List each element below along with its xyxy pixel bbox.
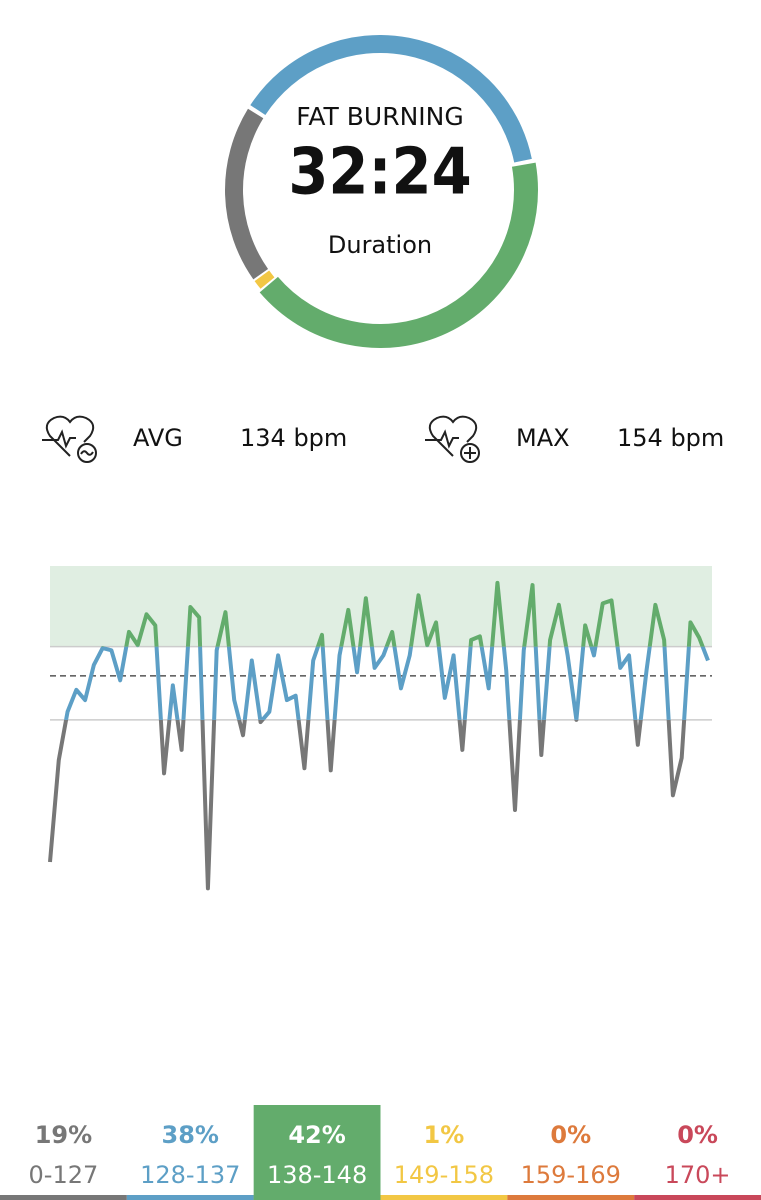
stat-value: 154 bpm (617, 424, 724, 452)
zone-strip (126, 1195, 254, 1200)
hr-line (101, 580, 705, 647)
zone-strip (634, 1195, 761, 1200)
zone-strip (253, 1195, 381, 1200)
zone-strip (0, 1195, 127, 1200)
zone-range: 138-148 (267, 1161, 367, 1189)
ring-title: FAT BURNING (296, 102, 463, 131)
zone-percent: 19% (35, 1121, 92, 1149)
zone-bar: 19% 0-127 38% 128-137 42% 138-148 1% 149-158 0% 1… (0, 1105, 761, 1200)
zone-range: 149-158 (394, 1161, 494, 1189)
zone-range: 128-137 (140, 1161, 240, 1189)
zone-strip (507, 1195, 635, 1200)
zone-range: 170+ (665, 1161, 731, 1189)
zone-highlight (253, 1105, 381, 1200)
stat-value: 134 bpm (240, 424, 347, 452)
zone-percent: 0% (550, 1121, 591, 1149)
ring-segment (250, 35, 532, 163)
zone-percent: 0% (677, 1121, 718, 1149)
hr-line (64, 646, 710, 720)
duration-caption: Duration (328, 231, 432, 259)
hr-chart (48, 566, 712, 891)
stat-label: MAX (516, 424, 570, 452)
zone-range: 0-127 (29, 1161, 99, 1189)
zone-percent: 1% (424, 1121, 465, 1149)
zone-percent: 42% (288, 1121, 345, 1149)
ring-segment (225, 108, 269, 280)
ring-segment (259, 162, 538, 348)
avg-icon (42, 415, 97, 463)
ring (225, 35, 538, 348)
zone-percent: 38% (162, 1121, 219, 1149)
stat-label: AVG (133, 424, 183, 452)
zone-strip (380, 1195, 508, 1200)
max-icon (425, 415, 480, 463)
zone-range: 159-169 (521, 1161, 621, 1189)
duration-value: 32:24 (288, 136, 471, 210)
ring-segment (254, 270, 275, 289)
